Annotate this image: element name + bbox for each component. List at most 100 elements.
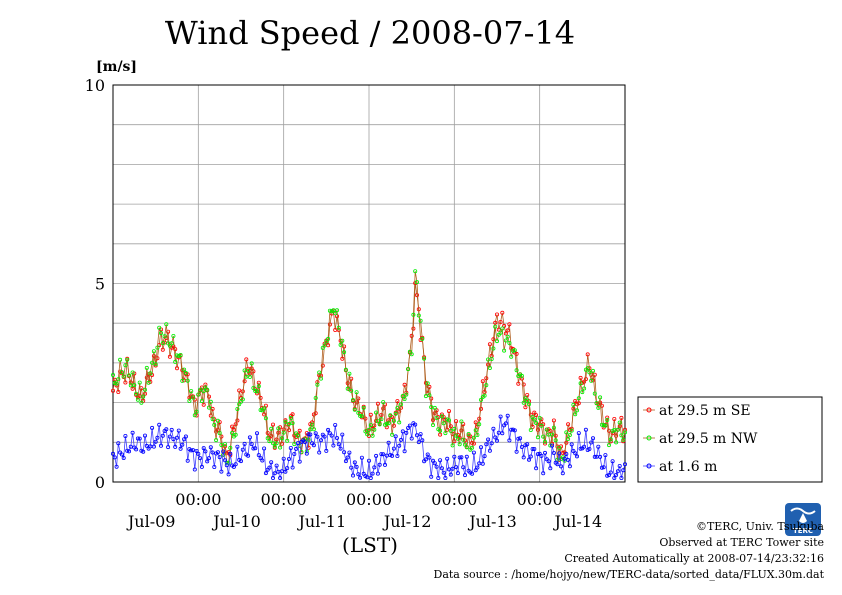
data-point (342, 450, 347, 455)
data-point (398, 437, 403, 442)
footer: ©TERC, Univ. Tsukuba Observed at TERC To… (434, 519, 825, 583)
data-point (566, 457, 571, 462)
data-point (318, 376, 323, 381)
data-point (402, 382, 407, 387)
data-point (247, 435, 252, 440)
data-point (461, 465, 466, 470)
data-point (196, 451, 201, 456)
data-point (519, 373, 524, 378)
data-point (494, 438, 499, 443)
data-point (187, 398, 192, 403)
data-point (267, 439, 272, 444)
data-point (493, 320, 498, 325)
data-point (393, 411, 398, 416)
data-point (608, 437, 613, 442)
data-point (534, 466, 539, 471)
y-tick-label: 5 (95, 275, 105, 294)
data-point (582, 444, 587, 449)
data-point (438, 428, 443, 433)
data-point (599, 422, 604, 427)
data-point (263, 416, 268, 421)
data-point (304, 451, 309, 456)
data-point (459, 428, 464, 433)
data-point (185, 458, 190, 463)
data-point (242, 441, 247, 446)
data-point (528, 427, 533, 432)
data-point (116, 377, 121, 382)
data-point (230, 424, 235, 429)
data-point (343, 367, 348, 372)
data-point (217, 431, 222, 436)
data-point (384, 421, 389, 426)
data-point (111, 372, 116, 377)
data-point (607, 473, 612, 478)
data-point (340, 338, 345, 343)
data-point (292, 442, 297, 447)
data-point (315, 382, 320, 387)
data-point (432, 405, 437, 410)
data-point (471, 435, 476, 440)
data-point (199, 398, 204, 403)
data-point (530, 446, 535, 451)
data-point (543, 441, 548, 446)
data-point (534, 413, 539, 418)
data-point (267, 465, 272, 470)
data-point (158, 331, 163, 336)
data-point (578, 446, 583, 451)
data-point (350, 397, 355, 402)
data-point (240, 447, 245, 452)
data-point (151, 349, 156, 354)
data-point (541, 434, 546, 439)
data-point (446, 467, 451, 472)
data-point (557, 445, 562, 450)
data-point (454, 465, 459, 470)
data-point (141, 449, 146, 454)
data-point (281, 430, 286, 435)
data-point (313, 395, 318, 400)
data-point (118, 357, 123, 362)
data-point (507, 340, 512, 345)
data-point (274, 463, 279, 468)
data-point (233, 422, 238, 427)
data-point (269, 460, 274, 465)
data-point (276, 426, 281, 431)
data-point (270, 475, 275, 480)
data-point (386, 421, 391, 426)
data-point (450, 466, 455, 471)
data-point (127, 373, 132, 378)
data-point (571, 402, 576, 407)
data-point (429, 405, 434, 410)
data-point (286, 428, 291, 433)
data-point (452, 426, 457, 431)
data-point (446, 418, 451, 423)
data-point (167, 434, 172, 439)
data-point (198, 387, 203, 392)
data-point (128, 444, 133, 449)
data-point (527, 457, 532, 462)
data-point (190, 448, 195, 453)
data-point (352, 407, 357, 412)
data-point (214, 438, 219, 443)
data-point (423, 380, 428, 385)
data-point (491, 337, 496, 342)
data-point (507, 322, 512, 327)
data-point (290, 412, 295, 417)
data-point (347, 371, 352, 376)
data-point (308, 432, 313, 437)
data-point (294, 446, 299, 451)
data-point (363, 429, 368, 434)
data-point (111, 451, 116, 456)
data-point (169, 341, 174, 346)
data-point (553, 433, 558, 438)
data-point (329, 433, 334, 438)
data-point (605, 415, 610, 420)
data-point (132, 383, 137, 388)
data-point (171, 333, 176, 338)
data-point (308, 427, 313, 432)
data-point (372, 427, 377, 432)
data-point (144, 365, 149, 370)
data-point (379, 452, 384, 457)
data-point (569, 442, 574, 447)
data-point (471, 450, 476, 455)
data-point (443, 475, 448, 480)
